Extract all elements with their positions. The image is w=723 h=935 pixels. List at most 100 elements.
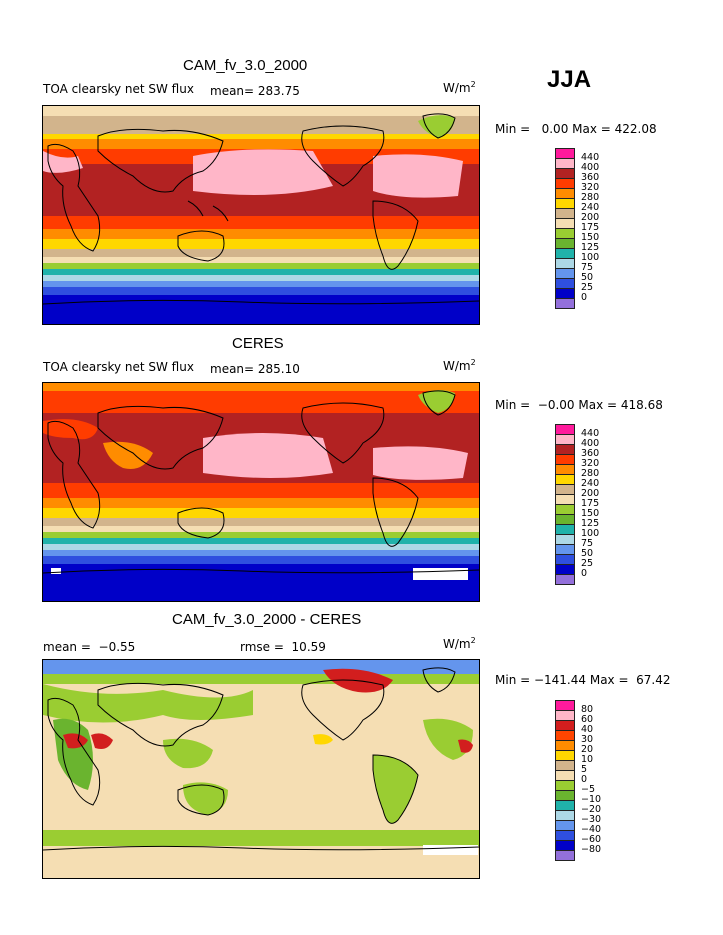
panel3-title: CAM_fv_3.0_2000 - CERES	[172, 611, 362, 628]
colorbar-swatch	[555, 268, 575, 279]
colorbar-swatch	[555, 504, 575, 515]
colorbar-label: 125	[581, 518, 600, 529]
season-label: JJA	[547, 66, 592, 93]
colorbar-label: 440	[581, 152, 600, 163]
colorbar-label: 80	[581, 704, 594, 715]
colorbar-swatch	[555, 544, 575, 555]
colorbar-label: −80	[581, 844, 602, 855]
colorbar-swatch	[555, 298, 575, 309]
colorbar-label: 175	[581, 498, 600, 509]
colorbar-label: −60	[581, 834, 602, 845]
colorbar-swatch	[555, 790, 575, 801]
colorbar-swatch	[555, 574, 575, 585]
colorbar-label: −10	[581, 794, 602, 805]
colorbar-swatch	[555, 820, 575, 831]
panel3-minmax: Min = −141.44 Max = 67.42	[495, 673, 671, 687]
colorbar-label: 25	[581, 282, 594, 293]
colorbar-swatch	[555, 168, 575, 179]
colorbar-swatch	[555, 760, 575, 771]
colorbar-label: 360	[581, 172, 600, 183]
colorbar-label: −30	[581, 814, 602, 825]
colorbar-label: 0	[581, 292, 588, 303]
colorbar-label: 280	[581, 192, 600, 203]
colorbar-swatch	[555, 830, 575, 841]
colorbar-swatch	[555, 464, 575, 475]
colorbar-label: 400	[581, 162, 600, 173]
colorbar-label: 360	[581, 448, 600, 459]
colorbar-swatch	[555, 700, 575, 711]
colorbar-swatch	[555, 474, 575, 485]
colorbar-swatch	[555, 750, 575, 761]
colorbar-swatch	[555, 800, 575, 811]
colorbar-label: 50	[581, 548, 594, 559]
colorbar-swatch	[555, 534, 575, 545]
panel2-units: W/m2	[443, 358, 476, 373]
panel1-variable: TOA clearsky net SW flux	[43, 82, 194, 96]
colorbar-swatch	[555, 850, 575, 861]
colorbar-swatch	[555, 208, 575, 219]
colorbar-label: −5	[581, 784, 596, 795]
panel2-colorbar: 440 400 360 320 280 240 200 175 150 125 …	[555, 424, 615, 596]
panel2-variable: TOA clearsky net SW flux	[43, 360, 194, 374]
panel1-units: W/m2	[443, 80, 476, 95]
colorbar-swatch	[555, 810, 575, 821]
colorbar-swatch	[555, 770, 575, 781]
panel1-map	[42, 105, 480, 325]
colorbar-label: 320	[581, 182, 600, 193]
colorbar-swatch	[555, 424, 575, 435]
colorbar-label: 5	[581, 764, 588, 775]
panel2-mean: mean= 285.10	[210, 362, 300, 376]
colorbar-label: 280	[581, 468, 600, 479]
colorbar-swatch	[555, 188, 575, 199]
panel1-mean: mean= 283.75	[210, 84, 300, 98]
panel1-minmax: Min = 0.00 Max = 422.08	[495, 122, 657, 136]
colorbar-swatch	[555, 484, 575, 495]
colorbar-swatch	[555, 434, 575, 445]
colorbar-swatch	[555, 710, 575, 721]
colorbar-label: −40	[581, 824, 602, 835]
colorbar-label: 100	[581, 528, 600, 539]
colorbar-label: 0	[581, 568, 588, 579]
colorbar-swatch	[555, 258, 575, 269]
colorbar-label: 30	[581, 734, 594, 745]
panel1-title: CAM_fv_3.0_2000	[183, 57, 308, 74]
panel3-mean: mean = −0.55	[43, 640, 136, 654]
panel3-colorbar: 80 60 40 30 20 10 5 0 −5 −10 −20 −30 −40…	[555, 700, 615, 872]
colorbar-swatch	[555, 780, 575, 791]
colorbar-swatch	[555, 740, 575, 751]
colorbar-swatch	[555, 288, 575, 299]
colorbar-swatch	[555, 178, 575, 189]
colorbar-label: 40	[581, 724, 594, 735]
colorbar-swatch	[555, 514, 575, 525]
colorbar-label: 100	[581, 252, 600, 263]
panel3-rmse: rmse = 10.59	[240, 640, 326, 654]
colorbar-label: 60	[581, 714, 594, 725]
colorbar-swatch	[555, 238, 575, 249]
colorbar-swatch	[555, 198, 575, 209]
colorbar-label: 125	[581, 242, 600, 253]
colorbar-swatch	[555, 494, 575, 505]
colorbar-swatch	[555, 218, 575, 229]
colorbar-swatch	[555, 158, 575, 169]
colorbar-label: 440	[581, 428, 600, 439]
colorbar-label: −20	[581, 804, 602, 815]
colorbar-swatch	[555, 840, 575, 851]
colorbar-swatch	[555, 278, 575, 289]
colorbar-label: 50	[581, 272, 594, 283]
colorbar-label: 400	[581, 438, 600, 449]
colorbar-label: 10	[581, 754, 594, 765]
colorbar-label: 240	[581, 202, 600, 213]
colorbar-swatch	[555, 228, 575, 239]
colorbar-swatch	[555, 444, 575, 455]
colorbar-swatch	[555, 554, 575, 565]
colorbar-label: 200	[581, 488, 600, 499]
colorbar-swatch	[555, 730, 575, 741]
colorbar-swatch	[555, 148, 575, 159]
colorbar-label: 20	[581, 744, 594, 755]
colorbar-label: 240	[581, 478, 600, 489]
colorbar-swatch	[555, 524, 575, 535]
colorbar-label: 75	[581, 262, 594, 273]
panel1-colorbar: 440 400 360 320 280 240 200 175 150 125 …	[555, 148, 615, 320]
panel2-map	[42, 382, 480, 602]
colorbar-label: 0	[581, 774, 588, 785]
